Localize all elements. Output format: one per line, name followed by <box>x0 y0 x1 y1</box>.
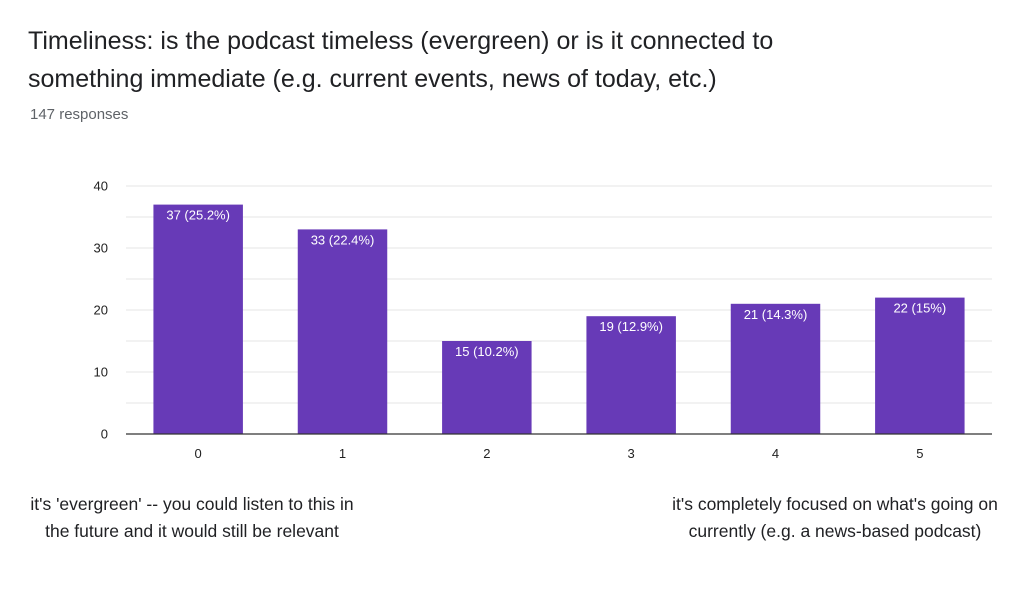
response-count: 147 responses <box>30 106 129 123</box>
bar-2 <box>442 341 532 434</box>
chart-bars: 37 (25.2%) 33 (22.4%) 15 (10.2%) 19 (12.9%)… <box>153 204 965 434</box>
x-tick-label: 2 <box>483 446 490 461</box>
y-axis-ticks: 0 10 20 30 40 <box>94 179 108 442</box>
y-tick-label: 20 <box>94 303 108 318</box>
bar-data-label: 21 (14.3%) <box>744 307 808 322</box>
x-tick-label: 5 <box>916 446 923 461</box>
bar-4 <box>730 303 821 434</box>
chart-gridlines <box>126 185 992 404</box>
bar-data-label: 33 (22.4%) <box>311 232 375 247</box>
y-tick-label: 0 <box>101 427 108 442</box>
bar-1 <box>297 229 388 434</box>
bar-5 <box>875 297 965 434</box>
y-tick-label: 30 <box>94 241 108 256</box>
bar-3 <box>586 316 676 434</box>
bar-data-label: 22 (15%) <box>893 301 946 316</box>
x-axis-ticks: 0 1 2 3 4 5 <box>195 446 924 461</box>
bar-data-label: 19 (12.9%) <box>599 319 663 334</box>
bar-data-label: 15 (10.2%) <box>455 344 519 359</box>
question-title-line-2: something immediate (e.g. current events… <box>28 65 717 93</box>
bar-0 <box>153 204 243 434</box>
scale-high-label: it's completely focused on what's going … <box>672 494 998 541</box>
question-title: Timeliness: is the podcast timeless (eve… <box>28 22 928 98</box>
bar-data-label: 37 (25.2%) <box>166 208 230 223</box>
scale-low-label: it's 'evergreen' -- you could listen to … <box>30 494 354 541</box>
y-tick-label: 40 <box>94 179 108 194</box>
x-tick-label: 0 <box>195 446 202 461</box>
x-tick-label: 3 <box>628 446 635 461</box>
question-title-line-1: Timeliness: is the podcast timeless (eve… <box>28 27 774 55</box>
x-tick-label: 1 <box>339 446 346 461</box>
x-tick-label: 4 <box>772 446 779 461</box>
y-tick-label: 10 <box>94 365 108 380</box>
